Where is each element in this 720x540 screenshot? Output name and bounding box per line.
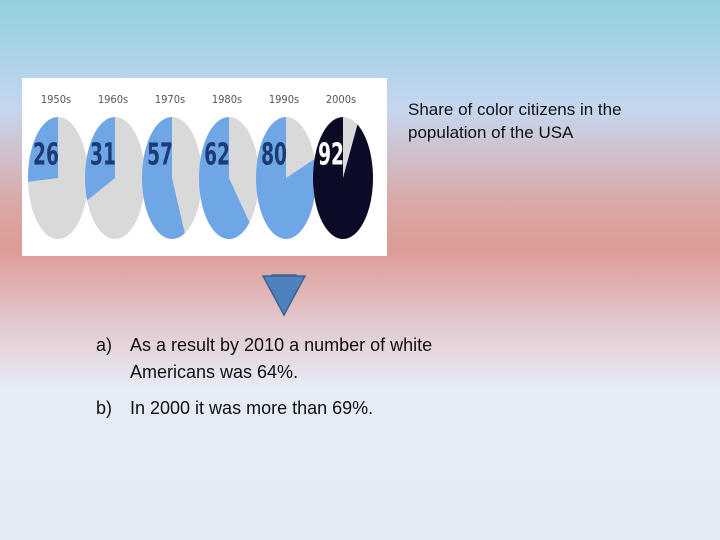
pie-wedge: [85, 117, 115, 201]
value-label: 92: [318, 137, 344, 172]
decade-label: 1980s: [212, 93, 242, 106]
decade-label: 1970s: [155, 93, 185, 106]
list-item: b) In 2000 it was more than 69%.: [96, 395, 373, 422]
decade-label: 1990s: [269, 93, 299, 106]
pie-wedge: [198, 117, 250, 239]
value-label: 26: [33, 137, 59, 172]
value-label: 57: [147, 137, 173, 172]
pie-wedge: [28, 117, 58, 182]
caption: Share of color citizens in the populatio…: [408, 100, 622, 142]
pie-wedge: [256, 117, 316, 239]
list-marker: a): [96, 335, 113, 355]
pie-wedge: [141, 117, 185, 240]
value-label: 31: [90, 137, 116, 172]
pie-wedge: [313, 117, 373, 239]
decade-label: 1950s: [41, 93, 71, 106]
list-text: In 2000 it was more than 69%.: [130, 398, 374, 418]
list-text: As a result by 2010 a number of white: [130, 335, 433, 355]
value-label: 62: [204, 137, 230, 172]
decade-label: 2000s: [326, 93, 356, 106]
value-label: 80: [261, 137, 287, 172]
list-text: Americans was 64%.: [130, 362, 299, 382]
list-item: a) As a result by 2010 a number of white A…: [96, 332, 432, 386]
down-arrow: [261, 274, 307, 317]
list-marker: b): [96, 398, 113, 418]
decade-label: 1960s: [98, 93, 128, 106]
